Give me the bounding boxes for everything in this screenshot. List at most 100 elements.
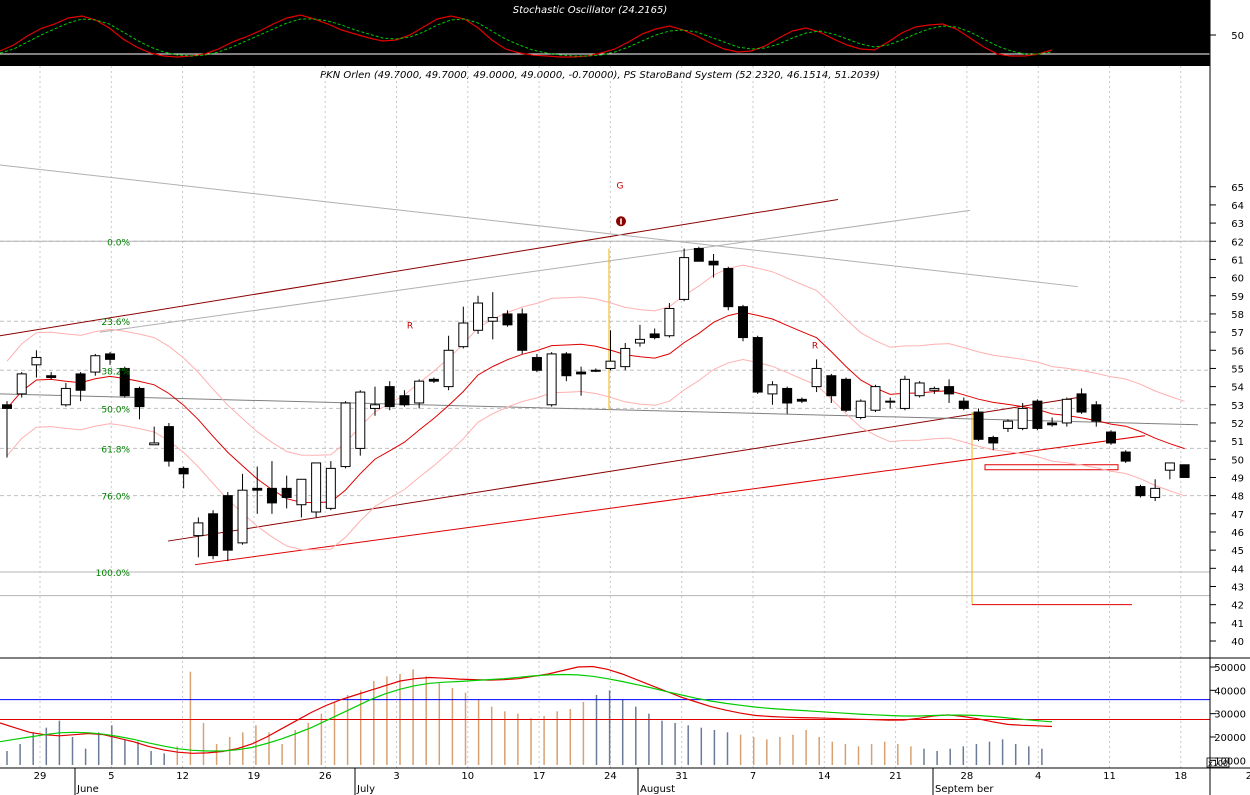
price-tick-label: 47 — [1231, 510, 1244, 521]
price-tick-label: 41 — [1231, 619, 1244, 630]
candle — [590, 368, 601, 373]
price-tick-label: 46 — [1231, 528, 1244, 539]
upper-channel-line — [0, 198, 839, 337]
candle-body — [988, 436, 999, 444]
candle-body — [281, 487, 292, 498]
candle-body — [914, 382, 925, 397]
fib-label: 100.0% — [96, 569, 131, 579]
candle-body — [222, 495, 233, 551]
candle-body — [311, 462, 322, 513]
time-tick-label: 21 — [889, 771, 902, 782]
candle — [811, 359, 822, 393]
candle — [502, 310, 513, 327]
price-tick-label: 40 — [1231, 637, 1244, 648]
signal-dot-label: I — [620, 217, 623, 226]
candle-body — [546, 353, 557, 406]
stochastic-layer — [0, 14, 1210, 58]
candle-body — [899, 378, 910, 409]
candle-body — [826, 375, 837, 397]
candle — [899, 375, 910, 411]
candle — [1091, 401, 1102, 427]
candle-body — [1002, 420, 1013, 429]
volume-layer — [0, 665, 1210, 765]
candle — [1135, 484, 1146, 498]
candle — [2, 401, 12, 458]
price-tick-label: 42 — [1231, 601, 1244, 612]
candle — [576, 366, 587, 396]
candle-body — [46, 375, 57, 379]
candle — [134, 386, 145, 420]
candle — [296, 478, 307, 518]
candle-body — [443, 349, 454, 388]
time-tick-label: 24 — [604, 771, 617, 782]
price-tick-label: 45 — [1231, 546, 1244, 557]
month-label: June — [76, 784, 99, 795]
time-tick-label: 7 — [750, 771, 756, 782]
candle — [1076, 388, 1087, 414]
candle-body — [693, 248, 704, 262]
candle — [929, 386, 940, 394]
candle-body — [576, 371, 587, 375]
fib-label: 50.0% — [101, 405, 130, 415]
candle — [16, 372, 27, 398]
candle-body — [767, 384, 778, 395]
time-tick-label: 17 — [533, 771, 546, 782]
candle — [75, 372, 86, 402]
candle — [870, 384, 881, 413]
volume-unit-label: x100 — [1208, 759, 1228, 768]
candle-body — [296, 478, 307, 506]
signal-label: R — [407, 321, 413, 331]
candle-body — [664, 307, 675, 337]
stoch-d-line — [0, 18, 1053, 57]
chart-title: PKN Orlen (49.7000, 49.7000, 49.0000, 49… — [320, 70, 880, 81]
candle — [178, 466, 189, 489]
candle-body — [414, 380, 425, 404]
candle-body — [782, 387, 793, 404]
time-tick-label: 31 — [675, 771, 688, 782]
candle — [281, 475, 292, 509]
price-tick-label: 61 — [1231, 255, 1244, 266]
candle — [782, 386, 793, 414]
candle-body — [738, 306, 748, 339]
volume-tick-label: 20000 — [1214, 733, 1246, 744]
band-layer — [0, 164, 1199, 606]
price-tick-label: 51 — [1231, 437, 1244, 448]
candle — [384, 381, 395, 411]
candle — [1017, 402, 1028, 431]
price-tick-label: 55 — [1231, 364, 1244, 375]
candle-body — [1091, 404, 1102, 422]
price-tick-label: 62 — [1231, 237, 1244, 248]
candle-body — [1047, 422, 1058, 426]
candle-body — [620, 347, 631, 368]
time-tick-label: 4 — [1035, 771, 1041, 782]
candle-body — [2, 404, 12, 409]
candle — [914, 381, 925, 398]
candle-body — [855, 400, 866, 419]
candle-body — [723, 268, 734, 308]
candle-body — [237, 489, 248, 544]
candle-body — [752, 337, 763, 393]
stoch-tick-label: 50 — [1231, 31, 1244, 42]
candle — [620, 343, 631, 371]
candle — [311, 462, 322, 518]
time-tick-label: 26 — [319, 771, 332, 782]
volume-slow-line — [0, 673, 1053, 752]
candle-body — [708, 260, 719, 266]
candle-body — [1106, 431, 1116, 444]
month-label: July — [356, 784, 375, 795]
candle-body — [31, 357, 42, 366]
candle — [399, 390, 410, 407]
volume-tick-label: 40000 — [1214, 686, 1246, 697]
candle — [325, 461, 336, 511]
candle — [752, 335, 763, 394]
candle — [60, 382, 71, 407]
price-tick-label: 64 — [1231, 201, 1244, 212]
candle — [370, 386, 380, 416]
candle — [340, 401, 351, 469]
target-box — [984, 464, 1119, 471]
price-tick-label: 48 — [1231, 492, 1244, 503]
candle — [885, 397, 896, 409]
candle — [222, 492, 233, 562]
month-label: August — [640, 784, 675, 795]
candle-body — [252, 487, 263, 491]
